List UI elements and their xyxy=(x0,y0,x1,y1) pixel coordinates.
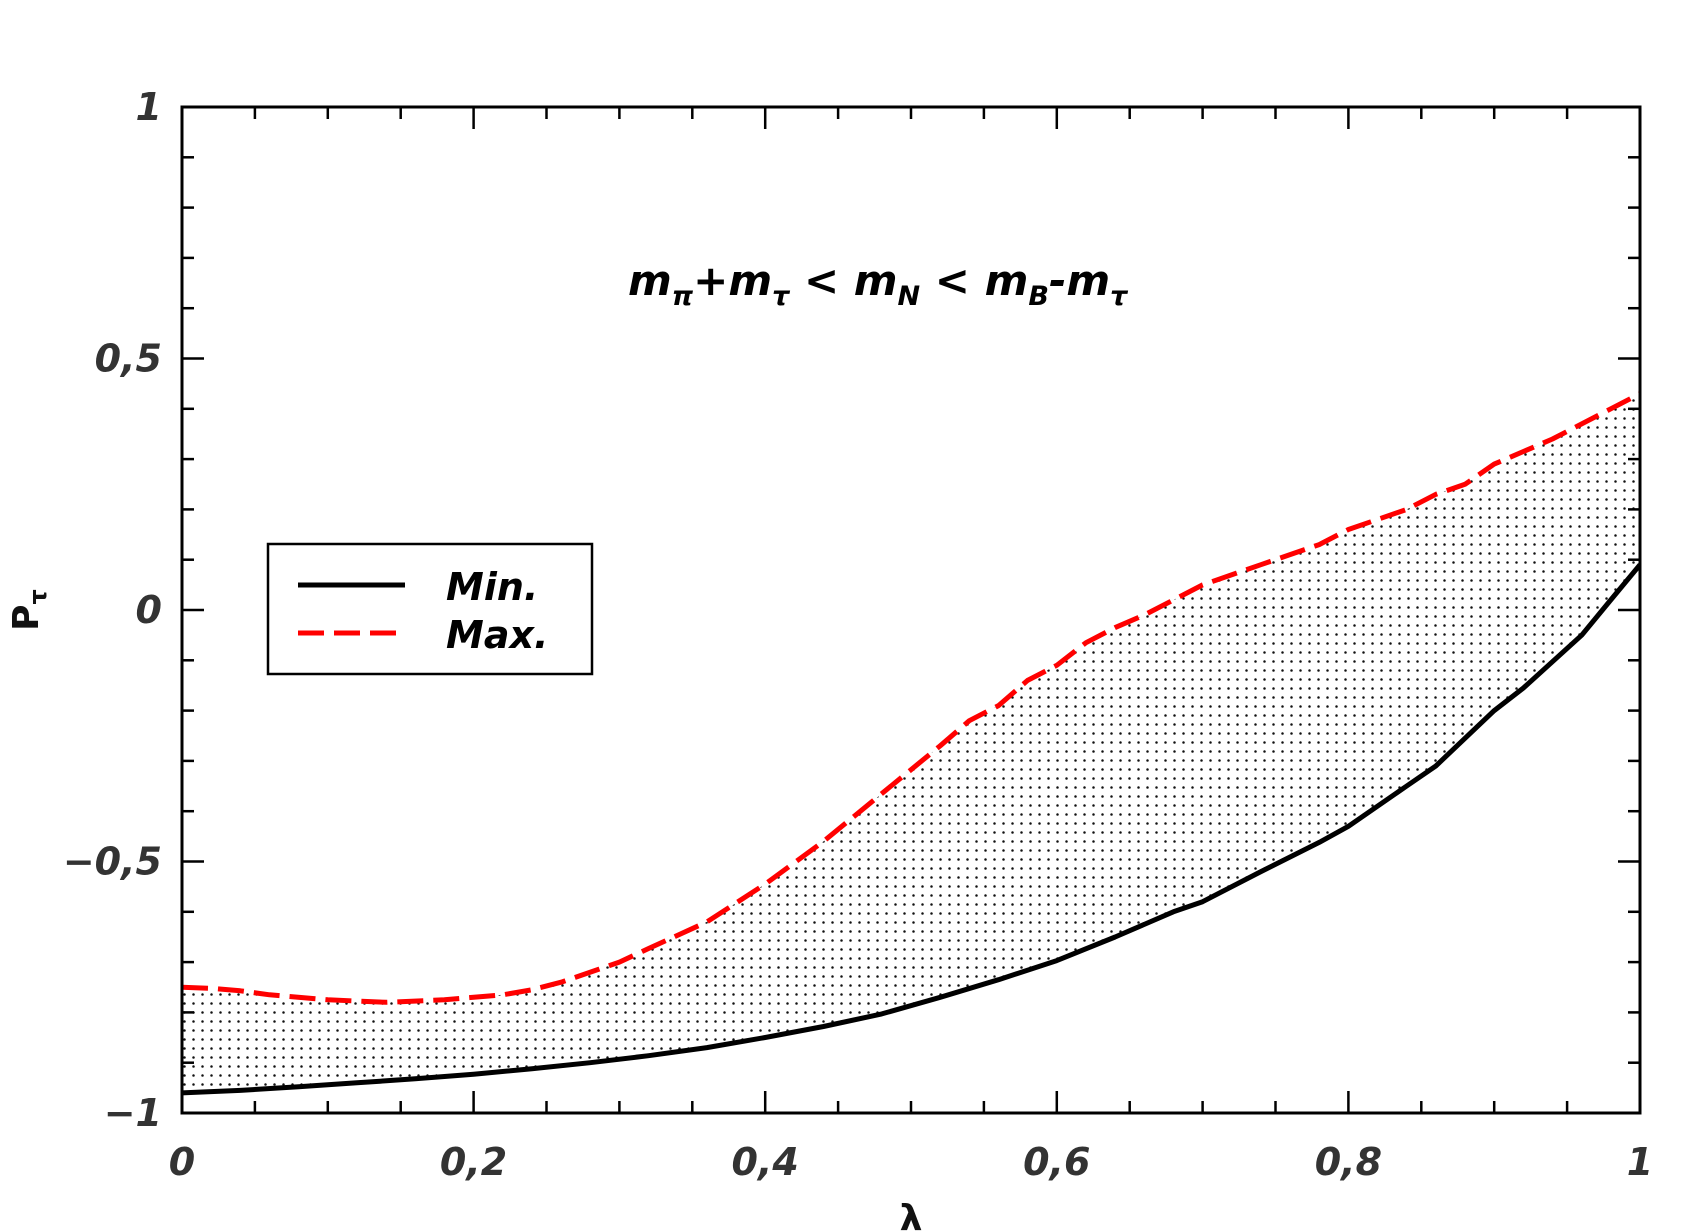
annotation-part: τ xyxy=(772,281,791,312)
y-tick-label: −1 xyxy=(104,1091,162,1135)
series-line-max xyxy=(182,391,1640,1005)
annotation-part: -m xyxy=(1049,256,1110,305)
y-tick-label: −0,5 xyxy=(63,840,162,884)
annotation-part: < m xyxy=(789,256,897,305)
band-fill-layer xyxy=(182,393,1640,1093)
x-tick-label: 0,4 xyxy=(732,1140,799,1184)
annotation-part: B xyxy=(1028,281,1049,312)
legend-box xyxy=(266,542,594,676)
tick-labels: 0 0,2 0,4 0,6 0,8 1 −1 −0,5 0 0,5 1 xyxy=(63,85,1653,1184)
x-axis-title: λ xyxy=(900,1198,923,1232)
y-tick-label: 1 xyxy=(136,85,162,129)
x-tick-label: 0,2 xyxy=(440,1140,507,1184)
x-tick-label: 1 xyxy=(1627,1140,1653,1184)
y-axis-title: Pτ xyxy=(6,589,52,631)
annotation-part: τ xyxy=(1110,281,1129,312)
annotation-part: N xyxy=(898,281,921,312)
legend-label-min: Min. xyxy=(446,565,538,609)
band-fill xyxy=(182,393,1640,1093)
x-tick-label: 0 xyxy=(169,1140,195,1184)
mass-range-annotation: mπ+mτ < mN < mB-mτ xyxy=(628,256,1129,312)
annotation-part: m xyxy=(628,256,672,305)
legend: Min. Max. xyxy=(266,542,594,676)
y-axis-title-main: P xyxy=(6,604,47,630)
y-axis-title-subscript: τ xyxy=(24,589,52,604)
y-tick-label: 0,5 xyxy=(95,337,162,381)
annotation-part: +m xyxy=(693,256,772,305)
x-tick-label: 0,8 xyxy=(1315,1140,1382,1184)
annotation-part: < m xyxy=(920,256,1028,305)
x-tick-label: 0,6 xyxy=(1023,1140,1090,1184)
legend-label-max: Max. xyxy=(446,613,548,657)
annotation-part: π xyxy=(672,281,694,312)
series-layer xyxy=(182,391,1640,1096)
y-tick-label: 0 xyxy=(136,588,162,632)
series-line-min xyxy=(182,563,1640,1096)
tick-marks xyxy=(180,105,1642,1115)
